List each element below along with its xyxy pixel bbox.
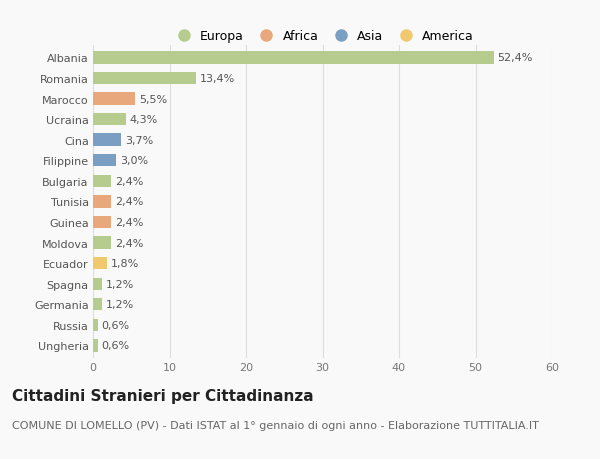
Bar: [93, 134, 121, 146]
Text: 2,4%: 2,4%: [115, 176, 143, 186]
Bar: [93, 319, 98, 331]
Text: 2,4%: 2,4%: [115, 197, 143, 207]
Text: 3,7%: 3,7%: [125, 135, 154, 146]
Bar: [93, 298, 102, 311]
Bar: [93, 93, 135, 106]
Bar: [93, 52, 494, 64]
Text: 1,8%: 1,8%: [110, 258, 139, 269]
Text: 2,4%: 2,4%: [115, 218, 143, 228]
Bar: [93, 340, 98, 352]
Bar: [93, 155, 116, 167]
Text: Cittadini Stranieri per Cittadinanza: Cittadini Stranieri per Cittadinanza: [12, 388, 314, 403]
Text: 0,6%: 0,6%: [101, 341, 130, 351]
Bar: [93, 257, 107, 270]
Bar: [93, 237, 112, 249]
Text: 3,0%: 3,0%: [120, 156, 148, 166]
Text: 1,2%: 1,2%: [106, 300, 134, 310]
Text: 5,5%: 5,5%: [139, 94, 167, 104]
Legend: Europa, Africa, Asia, America: Europa, Africa, Asia, America: [171, 30, 474, 43]
Text: 0,6%: 0,6%: [101, 320, 130, 330]
Bar: [93, 73, 196, 85]
Bar: [93, 175, 112, 188]
Bar: [93, 216, 112, 229]
Bar: [93, 114, 126, 126]
Text: 2,4%: 2,4%: [115, 238, 143, 248]
Text: 13,4%: 13,4%: [199, 74, 235, 84]
Text: 52,4%: 52,4%: [497, 53, 533, 63]
Text: COMUNE DI LOMELLO (PV) - Dati ISTAT al 1° gennaio di ogni anno - Elaborazione TU: COMUNE DI LOMELLO (PV) - Dati ISTAT al 1…: [12, 420, 539, 430]
Bar: [93, 196, 112, 208]
Text: 4,3%: 4,3%: [130, 115, 158, 125]
Text: 1,2%: 1,2%: [106, 279, 134, 289]
Bar: [93, 278, 102, 290]
